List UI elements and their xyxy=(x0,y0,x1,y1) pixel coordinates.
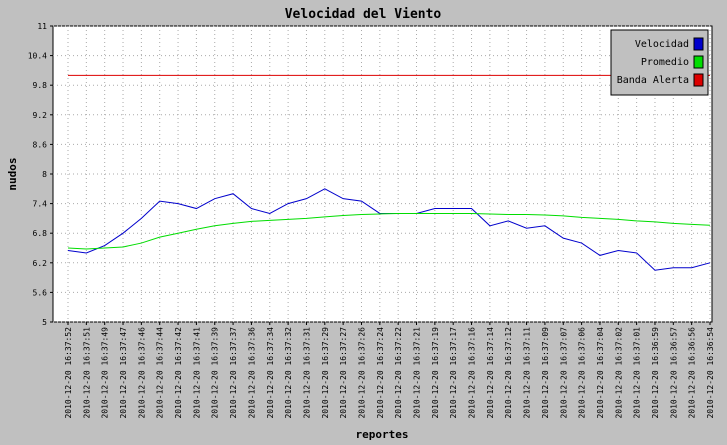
x-tick-label: 2010-12-20 16:37:14 xyxy=(486,327,495,419)
chart-title: Velocidad del Viento xyxy=(285,7,442,22)
x-tick-label: 2010-12-20 16:36:56 xyxy=(688,327,697,419)
x-tick-label: 2010-12-20 16:37:51 xyxy=(82,327,91,419)
y-tick-label: 5 xyxy=(42,318,47,327)
x-tick-label: 2010-12-20 16:37:41 xyxy=(192,327,201,419)
x-tick-label: 2010-12-20 16:36:57 xyxy=(669,327,678,419)
legend-box xyxy=(610,29,709,96)
y-tick-label: 9.8 xyxy=(33,81,48,90)
x-tick-label: 2010-12-20 16:37:21 xyxy=(413,327,422,419)
x-tick-label: 2010-12-20 16:37:17 xyxy=(449,327,458,419)
x-tick-label: 2010-12-20 16:37:42 xyxy=(174,327,183,419)
x-tick-label: 2010-12-20 16:36:59 xyxy=(651,327,660,419)
y-tick-label: 9.2 xyxy=(33,111,48,120)
x-tick-label: 2010-12-20 16:37:37 xyxy=(229,327,238,419)
y-tick-label: 6.2 xyxy=(33,259,48,268)
x-tick-label: 2010-12-20 16:37:34 xyxy=(266,327,275,419)
x-tick-label: 2010-12-20 16:36:54 xyxy=(706,327,715,419)
x-tick-label: 2010-12-20 16:37:19 xyxy=(431,327,440,419)
y-tick-label: 5.6 xyxy=(33,288,48,297)
x-axis-label: reportes xyxy=(356,428,409,441)
x-tick-label: 2010-12-20 16:37:44 xyxy=(156,327,165,419)
legend-label: Promedio xyxy=(641,57,689,68)
x-tick-label: 2010-12-20 16:37:27 xyxy=(339,327,348,419)
x-tick-label: 2010-12-20 16:37:31 xyxy=(302,327,311,419)
x-tick-label: 2010-12-20 16:37:36 xyxy=(247,327,256,419)
x-tick-label: 2010-12-20 16:37:11 xyxy=(523,327,532,419)
series-line xyxy=(67,212,711,250)
y-tick-label: 10.4 xyxy=(28,52,47,61)
x-tick-label: 2010-12-20 16:37:07 xyxy=(559,327,568,419)
legend: Velocidad Promedio Banda Alerta xyxy=(610,29,709,96)
x-tick-label: 2010-12-20 16:37:02 xyxy=(614,327,623,419)
legend-swatch xyxy=(693,73,704,87)
y-tick-label: 8 xyxy=(42,170,47,179)
x-tick-label: 2010-12-20 16:37:22 xyxy=(394,327,403,419)
x-tick-label: 2010-12-20 16:37:06 xyxy=(578,327,587,419)
x-tick-label: 2010-12-20 16:37:04 xyxy=(596,327,605,419)
x-tick-label: 2010-12-20 16:37:39 xyxy=(211,327,220,419)
y-axis-label: nudos xyxy=(6,157,19,190)
legend-swatch xyxy=(693,55,704,69)
legend-label: Banda Alerta xyxy=(617,75,689,86)
legend-label: Velocidad xyxy=(635,39,689,50)
x-tick-label: 2010-12-20 16:37:09 xyxy=(541,327,550,419)
x-tick-label: 2010-12-20 16:37:52 xyxy=(64,327,73,419)
y-tick-label: 7.4 xyxy=(33,200,48,209)
x-tick-label: 2010-12-20 16:37:29 xyxy=(321,327,330,419)
y-tick-label: 6.8 xyxy=(33,229,48,238)
y-tick-label: 11 xyxy=(37,22,47,31)
x-tick-label: 2010-12-20 16:37:49 xyxy=(101,327,110,419)
x-tick-label: 2010-12-20 16:37:26 xyxy=(357,327,366,419)
x-tick-label: 2010-12-20 16:37:16 xyxy=(468,327,477,419)
x-tick-label: 2010-12-20 16:37:46 xyxy=(137,327,146,419)
x-tick-label: 2010-12-20 16:37:24 xyxy=(376,327,385,419)
x-tick-label: 2010-12-20 16:37:12 xyxy=(504,327,513,419)
y-tick-label: 8.6 xyxy=(33,140,48,149)
x-tick-label: 2010-12-20 16:37:47 xyxy=(119,327,128,419)
x-tick-label: 2010-12-20 16:37:01 xyxy=(633,327,642,419)
legend-swatch xyxy=(693,37,704,51)
x-tick-label: 2010-12-20 16:37:32 xyxy=(284,327,293,419)
